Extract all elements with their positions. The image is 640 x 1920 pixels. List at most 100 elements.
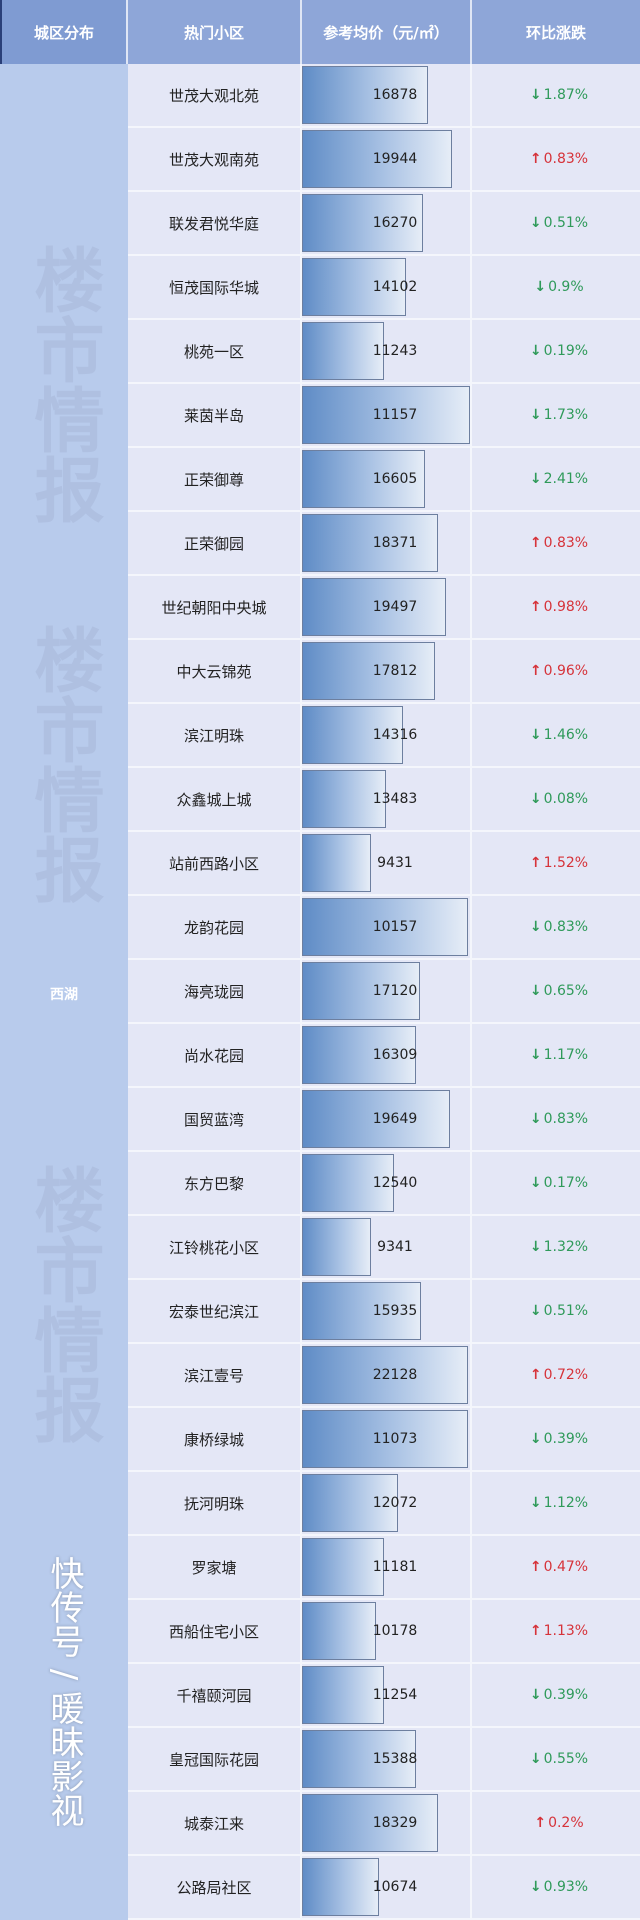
- price-value: 11254: [372, 1687, 418, 1703]
- change-value: 1.73%: [543, 407, 589, 423]
- price-value: 10674: [372, 1879, 418, 1895]
- arrow-up-icon: ↑: [529, 151, 542, 167]
- arrow-up-icon: ↑: [529, 1559, 542, 1575]
- price-value: 14316: [372, 727, 418, 743]
- price-cell: 16270: [302, 192, 472, 254]
- header-price: 参考均价（元/㎡）: [302, 0, 472, 64]
- change-value: 1.87%: [543, 87, 589, 103]
- price-bar: [302, 1794, 439, 1852]
- price-cell: 19497: [302, 576, 472, 638]
- price-cell: 15935: [302, 1280, 472, 1342]
- community-name: 众鑫城上城: [128, 768, 302, 830]
- price-value: 15935: [372, 1303, 418, 1319]
- change-value: 1.17%: [543, 1047, 589, 1063]
- price-bar: [302, 1154, 395, 1212]
- price-bar: [302, 130, 452, 188]
- community-name: 西船住宅小区: [128, 1600, 302, 1662]
- community-name: 皇冠国际花园: [128, 1728, 302, 1790]
- arrow-down-icon: ↓: [529, 471, 542, 487]
- table-row: 国贸蓝湾 19649 ↓ 0.83%: [128, 1088, 640, 1152]
- community-name: 龙韵花园: [128, 896, 302, 958]
- credit-watermark: 快传号 / 暖昧影视: [44, 1556, 84, 1828]
- watermark-text: 楼市情报: [23, 1164, 105, 1444]
- price-bar: [302, 1602, 376, 1660]
- table-row: 康桥绿城 11073 ↓ 0.39%: [128, 1408, 640, 1472]
- community-name: 城泰江来: [128, 1792, 302, 1854]
- table-row: 江铃桃花小区 9341 ↓ 1.32%: [128, 1216, 640, 1280]
- arrow-down-icon: ↓: [534, 279, 547, 295]
- community-name: 尚水花园: [128, 1024, 302, 1086]
- table-row: 公路局社区 10674 ↓ 0.93%: [128, 1856, 640, 1920]
- price-bar: [302, 386, 470, 444]
- arrow-down-icon: ↓: [529, 215, 542, 231]
- price-cell: 12540: [302, 1152, 472, 1214]
- arrow-up-icon: ↑: [529, 1367, 542, 1383]
- arrow-down-icon: ↓: [529, 1047, 542, 1063]
- community-name: 康桥绿城: [128, 1408, 302, 1470]
- price-bar: [302, 770, 386, 828]
- community-name: 世纪朝阳中央城: [128, 576, 302, 638]
- price-cell: 22128: [302, 1344, 472, 1406]
- price-cell: 16309: [302, 1024, 472, 1086]
- community-name: 恒茂国际华城: [128, 256, 302, 318]
- price-cell: 15388: [302, 1728, 472, 1790]
- change-cell: ↑ 0.72%: [472, 1344, 640, 1406]
- price-value: 15388: [372, 1751, 418, 1767]
- community-name: 桃苑一区: [128, 320, 302, 382]
- change-cell: ↓ 0.9%: [472, 256, 640, 318]
- price-cell: 12072: [302, 1472, 472, 1534]
- change-cell: ↑ 0.96%: [472, 640, 640, 702]
- change-cell: ↓ 0.83%: [472, 896, 640, 958]
- change-cell: ↓ 2.41%: [472, 448, 640, 510]
- community-name: 正荣御园: [128, 512, 302, 574]
- change-value: 0.19%: [543, 343, 589, 359]
- community-name: 千禧颐河园: [128, 1664, 302, 1726]
- price-cell: 9431: [302, 832, 472, 894]
- table-row: 抚河明珠 12072 ↓ 1.12%: [128, 1472, 640, 1536]
- price-bar: [302, 66, 428, 124]
- arrow-down-icon: ↓: [529, 1495, 542, 1511]
- community-name: 正荣御尊: [128, 448, 302, 510]
- change-value: 1.52%: [543, 855, 589, 871]
- price-bar: [302, 1218, 371, 1276]
- price-bar: [302, 1346, 469, 1404]
- change-value: 0.17%: [543, 1175, 589, 1191]
- table-row: 正荣御园 18371 ↑ 0.83%: [128, 512, 640, 576]
- arrow-down-icon: ↓: [529, 1239, 542, 1255]
- change-value: 0.51%: [543, 1303, 589, 1319]
- price-value: 13483: [372, 791, 418, 807]
- price-bar: [302, 1538, 385, 1596]
- header-district: 城区分布: [0, 0, 128, 64]
- table-row: 正荣御尊 16605 ↓ 2.41%: [128, 448, 640, 512]
- arrow-up-icon: ↑: [529, 535, 542, 551]
- table-row: 皇冠国际花园 15388 ↓ 0.55%: [128, 1728, 640, 1792]
- price-value: 14102: [372, 279, 418, 295]
- change-value: 0.47%: [543, 1559, 589, 1575]
- community-name: 抚河明珠: [128, 1472, 302, 1534]
- change-value: 1.32%: [543, 1239, 589, 1255]
- price-bar: [302, 1282, 422, 1340]
- arrow-up-icon: ↑: [529, 663, 542, 679]
- price-cell: 13483: [302, 768, 472, 830]
- price-cell: 10157: [302, 896, 472, 958]
- change-cell: ↑ 1.13%: [472, 1600, 640, 1662]
- change-cell: ↓ 0.83%: [472, 1088, 640, 1150]
- price-value: 9341: [377, 1239, 413, 1255]
- arrow-down-icon: ↓: [529, 1303, 542, 1319]
- price-value: 11243: [372, 343, 418, 359]
- change-value: 0.83%: [543, 1111, 589, 1127]
- change-value: 0.72%: [543, 1367, 589, 1383]
- table-row: 西船住宅小区 10178 ↑ 1.13%: [128, 1600, 640, 1664]
- price-value: 10157: [372, 919, 418, 935]
- change-value: 0.98%: [543, 599, 589, 615]
- price-cell: 9341: [302, 1216, 472, 1278]
- table-row: 千禧颐河园 11254 ↓ 0.39%: [128, 1664, 640, 1728]
- community-name: 东方巴黎: [128, 1152, 302, 1214]
- table-row: 莱茵半岛 11157 ↓ 1.73%: [128, 384, 640, 448]
- table-row: 城泰江来 18329 ↑ 0.2%: [128, 1792, 640, 1856]
- price-cell: 11243: [302, 320, 472, 382]
- change-value: 1.46%: [543, 727, 589, 743]
- price-value: 16605: [372, 471, 418, 487]
- table-row: 众鑫城上城 13483 ↓ 0.08%: [128, 768, 640, 832]
- district-label: 西湖: [50, 987, 78, 1003]
